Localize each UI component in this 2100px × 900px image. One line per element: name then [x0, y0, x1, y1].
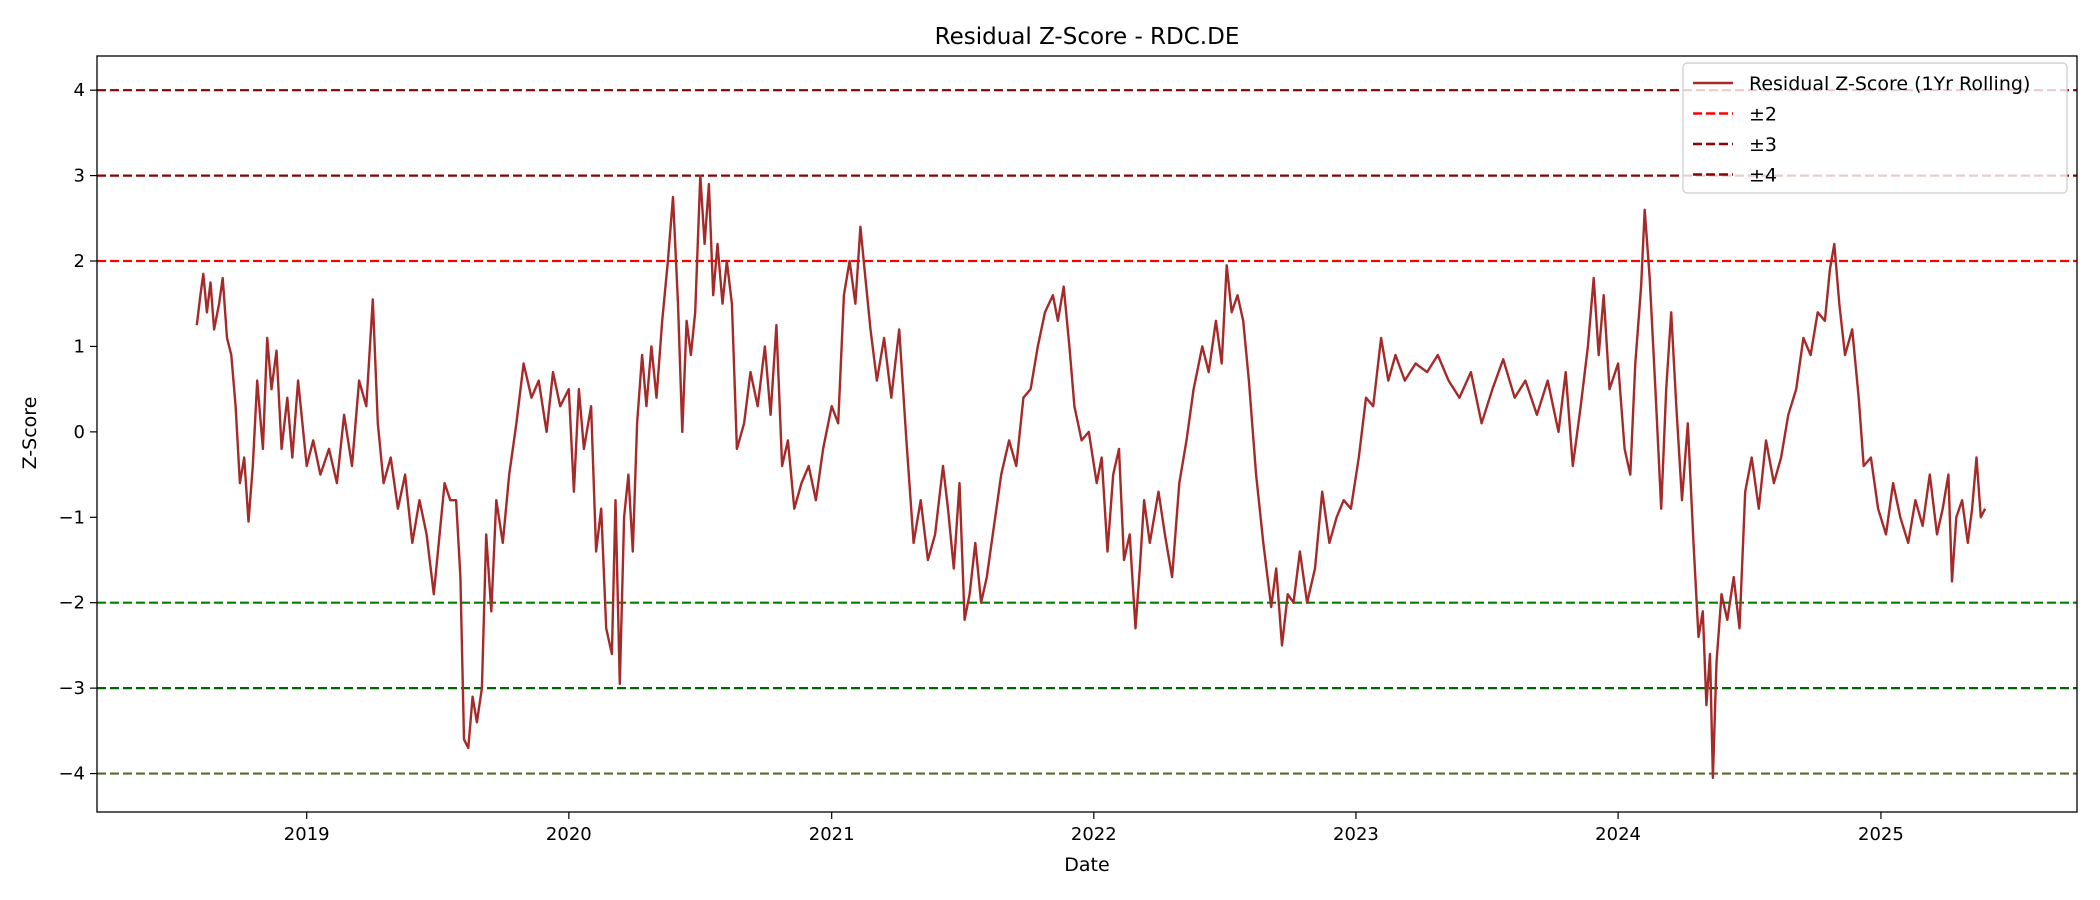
y-tick-label: −2 — [58, 593, 85, 614]
x-tick-label: 2025 — [1858, 824, 1904, 845]
series-line — [195, 174, 1987, 779]
x-tick-label: 2022 — [1071, 824, 1117, 845]
x-tick-label: 2023 — [1333, 824, 1379, 845]
x-tick-label: 2024 — [1595, 824, 1641, 845]
legend-label: ±3 — [1749, 134, 1777, 156]
x-tick-label: 2021 — [809, 824, 855, 845]
legend-label: ±2 — [1749, 104, 1777, 126]
y-tick-label: 3 — [74, 166, 85, 187]
y-tick-label: 2 — [74, 251, 85, 272]
legend: Residual Z-Score (1Yr Rolling) ±2 ±3 ±4 — [1682, 62, 2068, 194]
y-tick-label: 1 — [74, 336, 85, 357]
x-tick-label: 2020 — [546, 824, 592, 845]
y-tick-label: −1 — [58, 507, 85, 528]
y-tick-label: 0 — [74, 422, 85, 443]
x-axis-label: Date — [1064, 854, 1109, 876]
y-axis-label: Z-Score — [19, 397, 41, 470]
y-tick-label: −4 — [58, 764, 85, 785]
x-tick-label: 2019 — [284, 824, 330, 845]
series-layer — [195, 174, 1987, 779]
legend-label: ±4 — [1749, 165, 1777, 187]
reference-lines — [97, 89, 2077, 775]
legend-label: Residual Z-Score (1Yr Rolling) — [1749, 73, 2030, 95]
y-tick-label: 4 — [74, 80, 85, 101]
y-tick-label: −3 — [58, 678, 85, 699]
chart-title: Residual Z-Score - RDC.DE — [935, 24, 1240, 50]
legend-box — [1682, 62, 2068, 194]
plot-area-frame — [96, 55, 2078, 813]
y-axis: 4 3 2 1 0 −1 −2 −3 −4 — [58, 80, 97, 785]
x-axis: 2019 2020 2021 2022 2023 2024 2025 — [284, 812, 1904, 845]
